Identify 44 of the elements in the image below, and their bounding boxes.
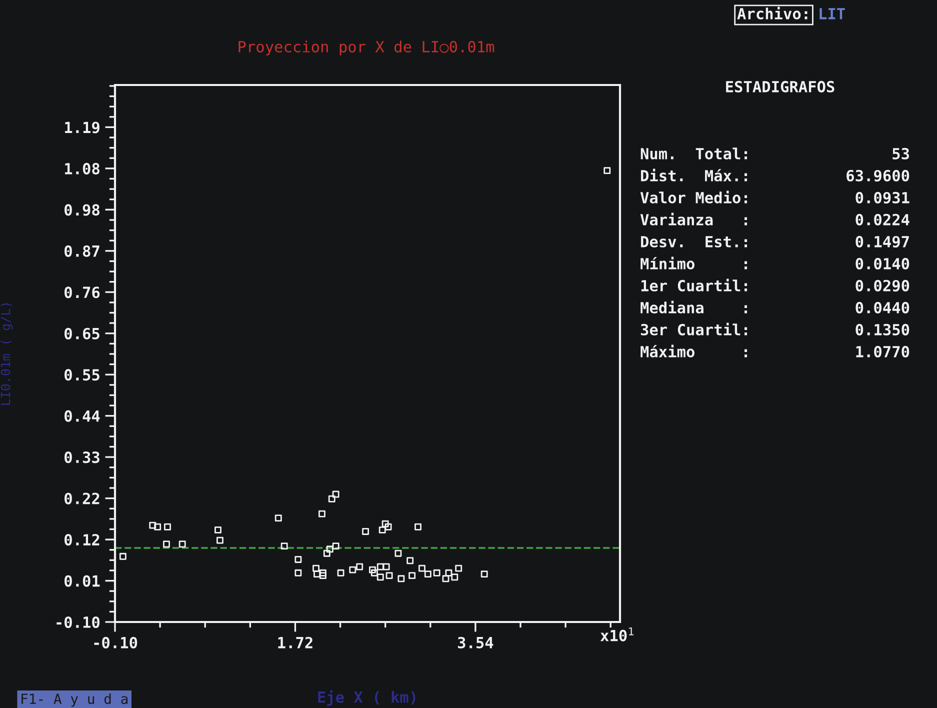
y-tick-label: 1.08 <box>65 162 100 174</box>
text: Desv. Est.: <box>641 236 748 248</box>
text: 1er Cuartil: <box>641 278 748 292</box>
y-tick-label: 0.76 <box>64 286 100 298</box>
text: LIT <box>820 8 845 20</box>
y-tick-label: 0.55 <box>64 369 100 381</box>
text: Valor Medio: <box>640 190 748 204</box>
text: 0.0931 <box>856 192 910 204</box>
text: Mediana : <box>640 300 748 314</box>
text: 0.0290 <box>856 280 910 292</box>
text: 0.0224 <box>856 214 910 226</box>
y-tick-label: 0.87 <box>64 245 100 257</box>
y-tick-label: 0.98 <box>64 204 100 216</box>
text: Máximo : <box>640 344 748 358</box>
y-tick-label: 0.12 <box>64 534 100 546</box>
y-axis-title: LI0.01m ( g/L) <box>0 303 13 405</box>
text: Archivo: <box>737 6 808 20</box>
text: Dist. Máx.: <box>641 168 748 182</box>
y-tick-label: -0.10 <box>56 616 100 628</box>
x-tick-label: 1.72 <box>278 636 312 648</box>
y-tick-label: 0.22 <box>64 492 100 504</box>
text: 0.1350 <box>856 324 910 336</box>
text: 3er Cuartil: <box>640 322 748 336</box>
text: 0.1497 <box>856 236 909 248</box>
y-tick-label: 0.44 <box>64 410 100 422</box>
x-tick-label: 3.54 <box>458 636 494 648</box>
text: x10$^{1}$ <box>600 627 634 642</box>
text: 63.9600 <box>846 170 910 182</box>
text: F1- A y u d a <box>22 693 128 707</box>
y-tick-label: 1.19 <box>65 122 100 134</box>
text: 53 <box>892 148 910 160</box>
text: 0.0440 <box>856 302 910 314</box>
text: 0.0140 <box>856 258 910 270</box>
x-tick-label: -0.10 <box>94 636 138 648</box>
y-tick-label: 0.33 <box>64 452 100 464</box>
chart-title: Proyeccion por X de LI○0.01m <box>238 40 494 56</box>
text: Varianza : <box>640 212 748 226</box>
text: Mínimo : <box>640 256 748 270</box>
y-tick-label: 0.01 <box>64 575 100 587</box>
x-axis-title: Eje X ( km) <box>318 690 416 706</box>
text: ESTADIGRAFOS <box>726 80 834 92</box>
text: 1.0770 <box>856 346 910 358</box>
text: Num. Total: <box>640 148 748 160</box>
y-tick-label: 0.65 <box>64 328 100 340</box>
